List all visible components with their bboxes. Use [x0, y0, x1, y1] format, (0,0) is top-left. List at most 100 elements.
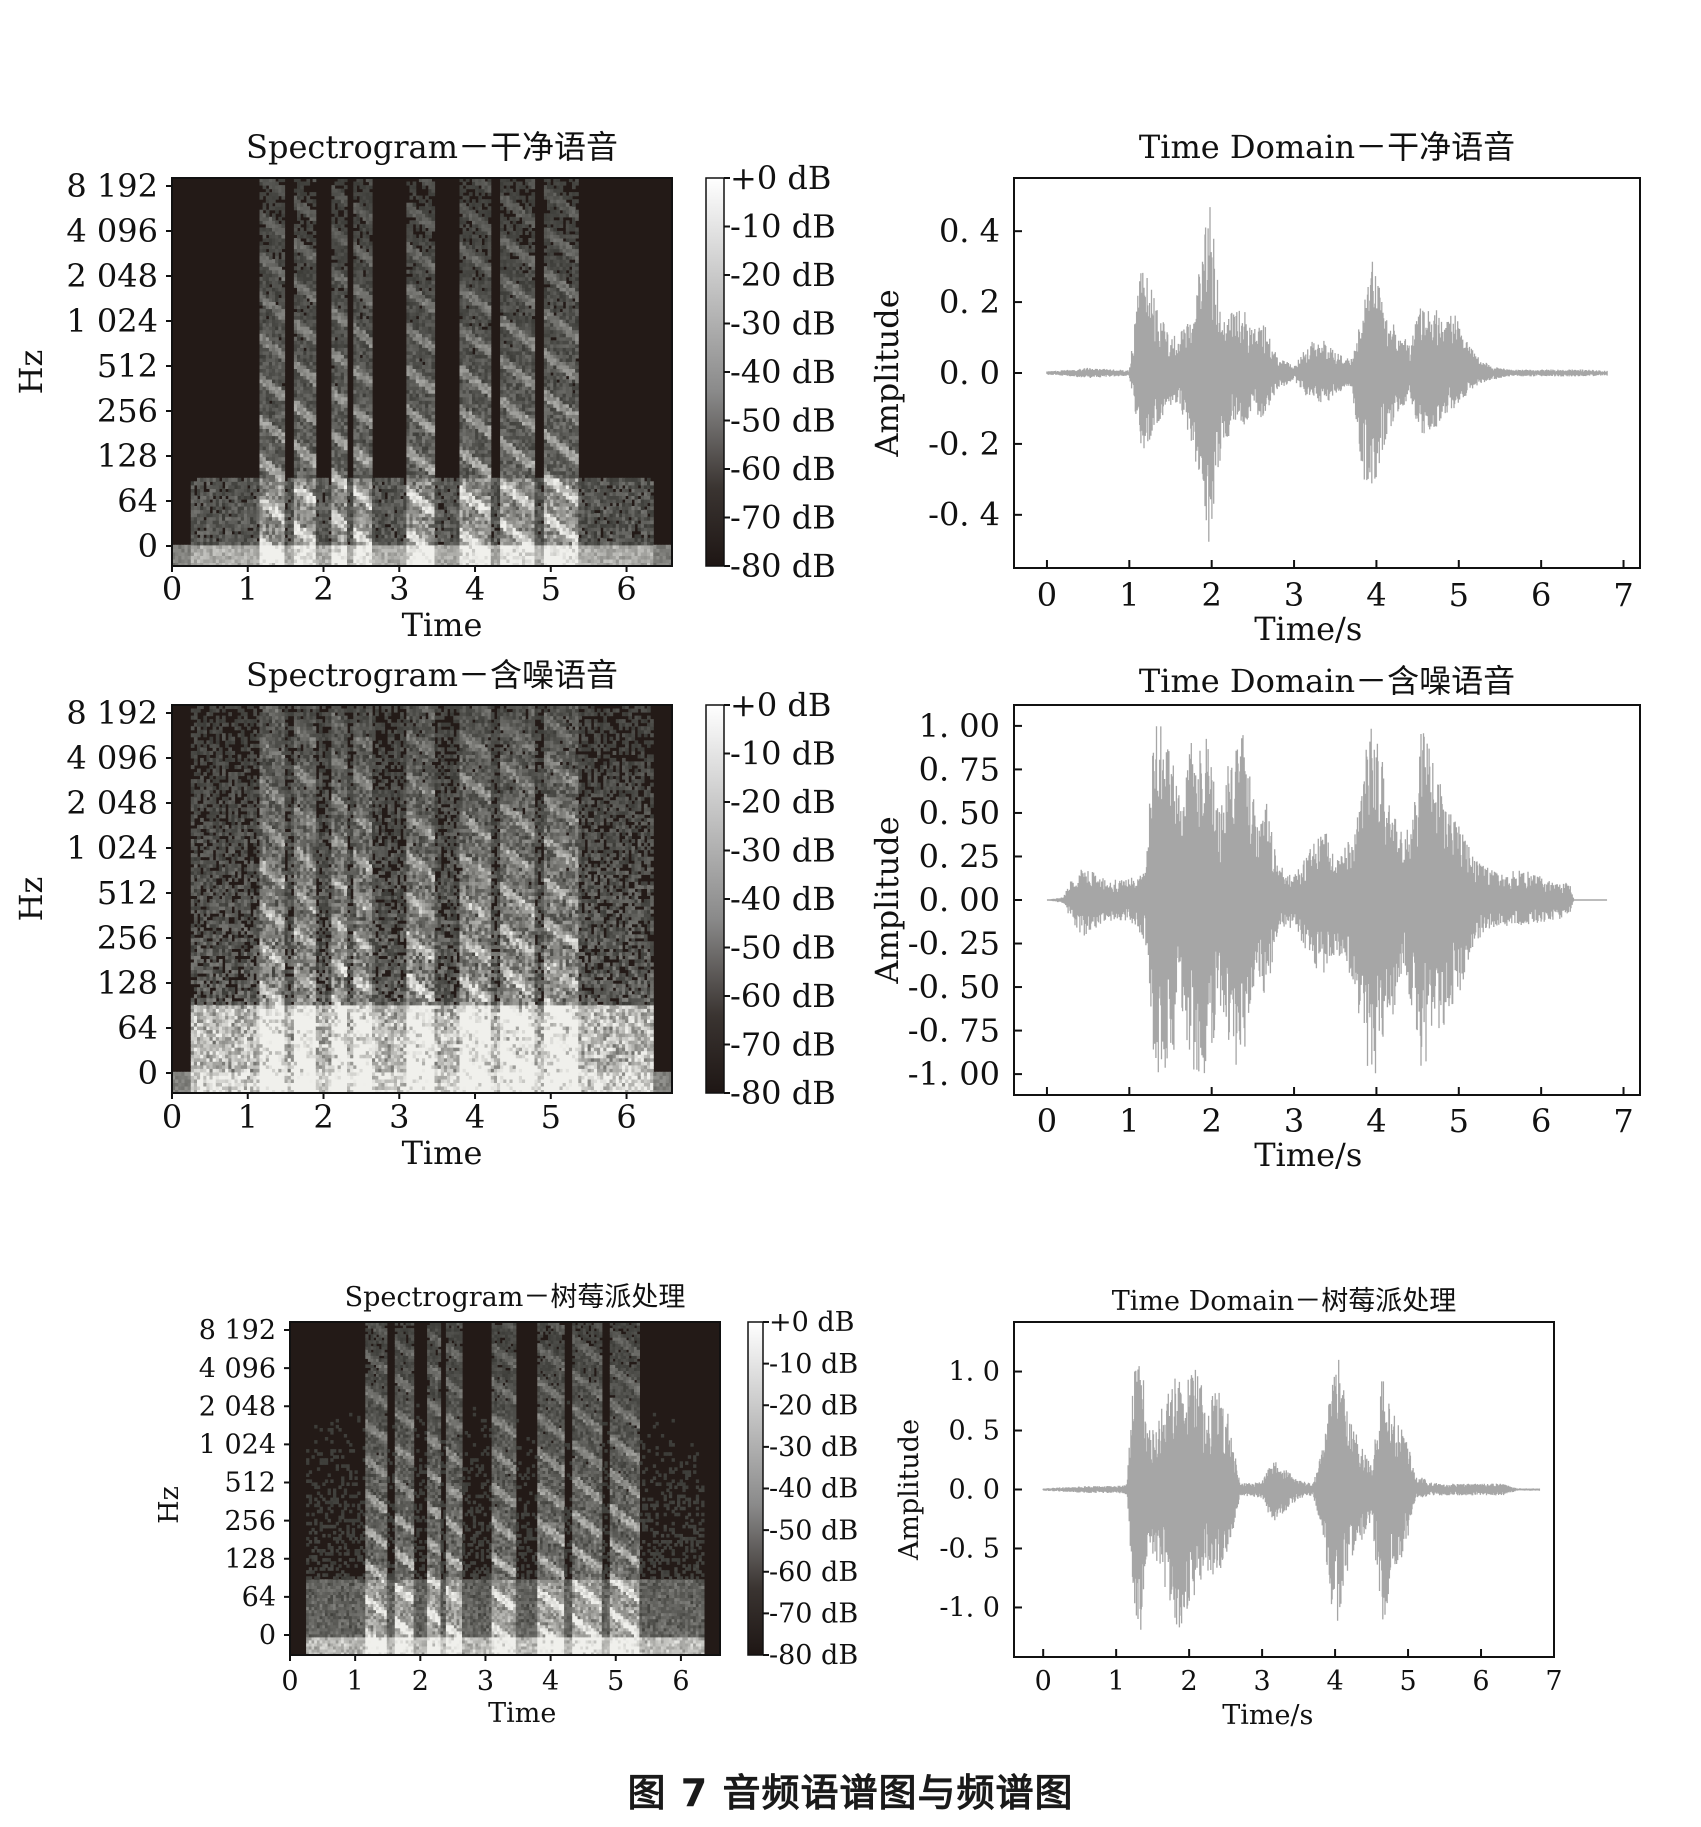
spectrogram-cell: [281, 400, 285, 404]
spectrogram-cell: [275, 411, 279, 415]
spectrogram-cell: [363, 302, 367, 306]
spectrogram-cell: [213, 503, 217, 507]
spectrogram-cell: [200, 538, 204, 542]
spectrogram-cell: [363, 330, 367, 334]
spectrogram-cell: [338, 245, 342, 249]
spectrogram-cell: [313, 372, 317, 376]
spectrogram-cell: [363, 432, 367, 436]
spectrogram-cell: [266, 213, 270, 217]
spectrogram-cell: [363, 365, 367, 369]
spectrogram-cell: [325, 524, 329, 528]
spectrogram-cell: [338, 256, 342, 260]
spectrogram-cell: [344, 259, 348, 263]
spectrogram-cell: [275, 488, 279, 492]
spectrogram-cell: [300, 555, 304, 559]
spectrogram-cell: [288, 492, 292, 496]
spectrogram-cell: [297, 199, 301, 203]
spectrogram-cell: [300, 524, 304, 528]
spectrogram-cell: [363, 425, 367, 429]
spectrogram-cell: [175, 555, 179, 559]
spectrogram-cell: [363, 446, 367, 450]
spectrogram-cell: [363, 552, 367, 556]
spectrogram-cell: [263, 369, 267, 373]
spectrogram-cell: [263, 541, 267, 545]
spectrogram-cell: [222, 488, 226, 492]
spectrogram-cell: [369, 457, 373, 461]
spectrogram-cell: [300, 249, 304, 253]
spectrogram-cell: [369, 206, 373, 210]
spectrogram-cell: [363, 517, 367, 521]
spectrogram-cell: [369, 263, 373, 267]
spectrogram-cell: [281, 238, 285, 242]
spectrogram-cell: [350, 492, 354, 496]
spectrogram-cell: [338, 263, 342, 267]
spectrogram-cell: [338, 545, 342, 549]
spectrogram-cell: [275, 273, 279, 277]
spectrogram-cell: [338, 340, 342, 344]
spectrogram-cell: [363, 485, 367, 489]
spectrogram-cell: [266, 189, 270, 193]
spectrogram-cell: [338, 270, 342, 274]
spectrogram-cell: [338, 404, 342, 408]
spectrogram-cell: [344, 270, 348, 274]
spectrogram-cell: [278, 217, 282, 221]
spectrogram-cell: [275, 379, 279, 383]
spectrogram-cell: [213, 481, 217, 485]
spectrogram-cell: [313, 213, 317, 217]
spectrogram-cell: [191, 503, 195, 507]
spectrogram-cell: [300, 418, 304, 422]
spectrogram-cell: [341, 224, 345, 228]
spectrogram-cell: [313, 555, 317, 559]
spectrogram-cell: [344, 213, 348, 217]
spectrogram-cell: [263, 273, 267, 277]
spectrogram-cell: [335, 227, 339, 231]
spectrogram-cell: [300, 231, 304, 235]
spectrogram-cell: [281, 270, 285, 274]
spectrogram-cell: [369, 347, 373, 351]
spectrogram-cell: [275, 234, 279, 238]
spectrogram-cell: [375, 559, 379, 563]
spectrogram-cell: [216, 478, 220, 482]
spectrogram-cell: [338, 467, 342, 471]
spectrogram-cell: [369, 439, 373, 443]
spectrogram-cell: [275, 326, 279, 330]
spectrogram-cell: [297, 309, 301, 313]
spectrogram-cell: [363, 418, 367, 422]
spectrogram-cell: [250, 499, 254, 503]
spectrogram-cell: [300, 287, 304, 291]
spectrogram-cell: [313, 499, 317, 503]
spectrogram-cell: [275, 372, 279, 376]
spectrogram-cell: [238, 552, 242, 556]
spectrogram-cell: [344, 393, 348, 397]
spectrogram-cell: [338, 481, 342, 485]
spectrogram-cell: [344, 428, 348, 432]
spectrogram-cell: [238, 538, 242, 542]
spectrogram-cell: [356, 231, 360, 235]
spectrogram-cell: [360, 305, 364, 309]
spectrogram-cell: [369, 386, 373, 390]
spectrogram-cell: [281, 344, 285, 348]
spectrogram-cell: [338, 548, 342, 552]
spectrogram-cell: [363, 354, 367, 358]
spectrogram-cell: [303, 192, 307, 196]
spectrogram-cell: [288, 520, 292, 524]
spectrogram-cell: [356, 298, 360, 302]
spectrogram-cell: [313, 333, 317, 337]
spectrogram-cell: [281, 361, 285, 365]
spectrogram-cell: [344, 220, 348, 224]
spectrogram-cell: [300, 552, 304, 556]
spectrogram-cell: [300, 302, 304, 306]
spectrogram-cell: [369, 376, 373, 380]
spectrogram-cell: [213, 524, 217, 528]
spectrogram-cell: [253, 538, 257, 542]
spectrogram-cell: [275, 471, 279, 475]
spectrogram-cell: [363, 443, 367, 447]
spectrogram-cell: [213, 510, 217, 514]
spectrogram-cell: [341, 192, 345, 196]
spectrogram-cell: [313, 506, 317, 510]
spectrogram-cell: [188, 545, 192, 549]
spectrogram-cell: [338, 559, 342, 563]
spectrogram-cell: [281, 439, 285, 443]
spectrogram-cell: [263, 411, 267, 415]
spectrogram-cell: [363, 527, 367, 531]
